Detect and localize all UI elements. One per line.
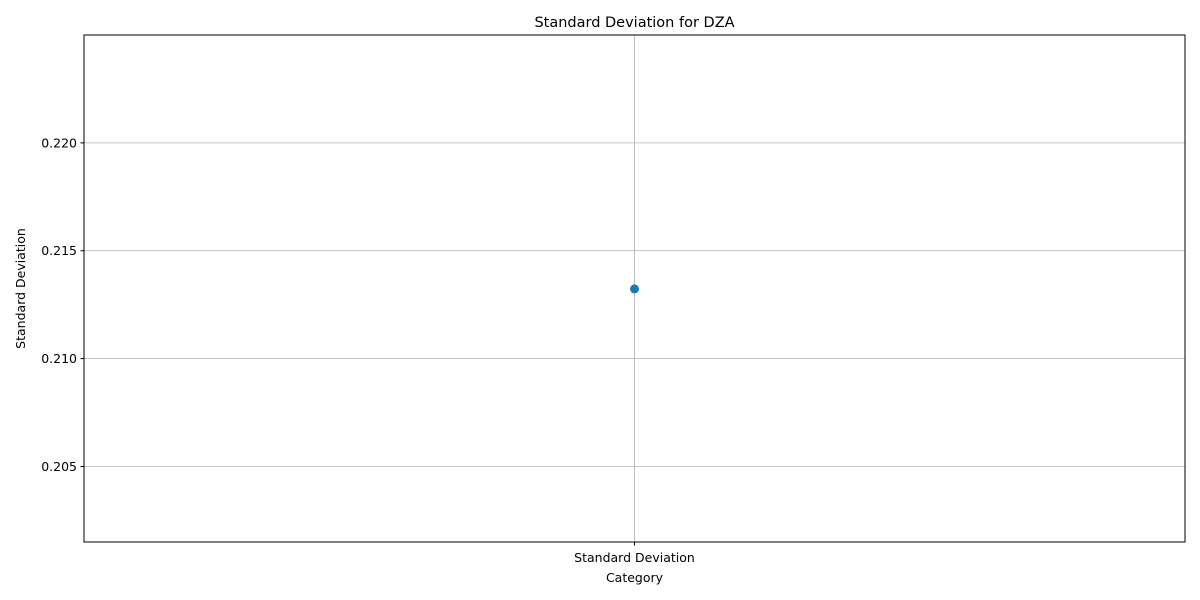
data-point [630, 284, 639, 294]
y-tick-label: 0.215 [41, 243, 77, 258]
y-tick-label: 0.205 [41, 459, 77, 474]
marks-layer [630, 284, 639, 294]
plot-area: 0.205 0.210 0.215 0.220 Standard Deviation [41, 34, 1186, 565]
x-tick-label: Standard Deviation [574, 550, 695, 565]
grid-layer [84, 35, 1185, 542]
y-tick-label: 0.210 [41, 351, 77, 366]
x-axis-label: Category [606, 570, 664, 585]
y-tick-label: 0.220 [41, 135, 77, 150]
y-axis-label: Standard Deviation [13, 228, 28, 349]
chart-title: Standard Deviation for DZA [534, 15, 734, 31]
axes-frame [83, 34, 1186, 543]
tick-layer: 0.205 0.210 0.215 0.220 Standard Deviation [41, 135, 695, 565]
